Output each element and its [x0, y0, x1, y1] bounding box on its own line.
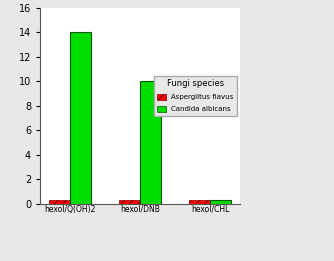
Legend: Aspergiltus flavus, Candida albicans: Aspergiltus flavus, Candida albicans	[154, 76, 237, 116]
Bar	[49, 200, 70, 204]
Bar	[119, 200, 140, 204]
Bar	[140, 81, 161, 204]
Bar	[70, 32, 91, 204]
Bar	[189, 200, 210, 204]
Bar	[210, 200, 231, 204]
